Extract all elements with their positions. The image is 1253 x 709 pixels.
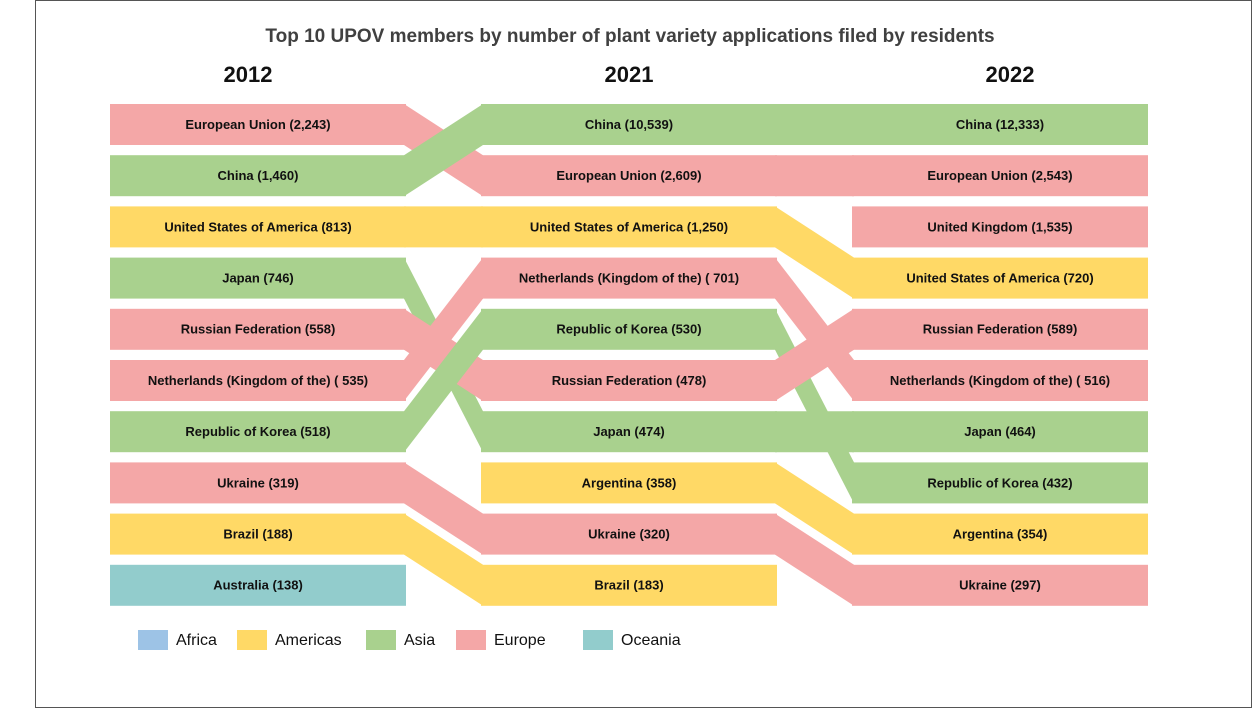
bar <box>852 360 1148 401</box>
legend-swatch <box>138 630 168 650</box>
legend-label: Europe <box>494 632 546 649</box>
bar <box>481 462 777 504</box>
bar-label: Republic of Korea (530) <box>556 322 701 337</box>
bar <box>481 308 777 350</box>
bar <box>110 513 406 555</box>
flow <box>404 462 483 555</box>
bar <box>110 104 406 145</box>
bar <box>481 411 777 453</box>
bar-label: Brazil (188) <box>223 527 292 542</box>
flow <box>404 308 483 401</box>
flow <box>775 308 854 401</box>
bar <box>481 513 777 555</box>
flow <box>404 206 483 248</box>
bar-label: Netherlands (Kingdom of the) ( 701) <box>519 271 739 286</box>
bar <box>852 206 1148 248</box>
flow <box>775 513 854 606</box>
bar-label: Republic of Korea (432) <box>927 475 1072 490</box>
bar-label: China (10,539) <box>585 117 673 132</box>
column-year: 2021 <box>605 62 654 87</box>
flow <box>775 155 854 197</box>
bar-label: Russian Federation (589) <box>923 322 1078 337</box>
bar <box>110 308 406 350</box>
flow <box>404 257 483 401</box>
bar-label: Netherlands (Kingdom of the) ( 535) <box>148 373 368 388</box>
legend-swatch <box>583 630 613 650</box>
bar-label: United Kingdom (1,535) <box>927 219 1072 234</box>
bar-label: Russian Federation (558) <box>181 322 336 337</box>
bar-label: Republic of Korea (518) <box>185 424 330 439</box>
bar <box>852 308 1148 350</box>
bar <box>852 411 1148 453</box>
bar-label: Argentina (354) <box>953 527 1048 542</box>
flow <box>775 462 854 555</box>
bar-label: United States of America (720) <box>906 271 1093 286</box>
bar <box>481 360 777 401</box>
flow <box>404 308 483 453</box>
bar <box>852 513 1148 555</box>
bar <box>852 564 1148 606</box>
bar <box>110 360 406 401</box>
bar <box>110 564 406 606</box>
bar-label: Japan (474) <box>593 424 665 439</box>
bar-label: Argentina (358) <box>582 475 677 490</box>
legend-swatch <box>237 630 267 650</box>
bar <box>481 104 777 145</box>
chart-title: Top 10 UPOV members by number of plant v… <box>265 26 994 47</box>
bar-label: Netherlands (Kingdom of the) ( 516) <box>890 373 1110 388</box>
column-year: 2012 <box>224 62 273 87</box>
bar <box>481 564 777 606</box>
flow <box>775 206 854 299</box>
bar-label: United States of America (1,250) <box>530 219 728 234</box>
legend-swatch <box>366 630 396 650</box>
flow <box>404 513 483 606</box>
bar <box>110 257 406 299</box>
bar <box>852 462 1148 504</box>
bar-label: Ukraine (319) <box>217 475 299 490</box>
legend-label: Asia <box>404 632 435 649</box>
bar <box>481 206 777 248</box>
bar-label: Ukraine (297) <box>959 578 1041 593</box>
bar <box>110 411 406 453</box>
bar-label: Japan (464) <box>964 424 1036 439</box>
bar-label: China (1,460) <box>218 168 299 183</box>
bar <box>110 206 406 248</box>
legend-label: Americas <box>275 632 342 649</box>
bar-label: Ukraine (320) <box>588 527 670 542</box>
flow <box>404 104 483 197</box>
flow <box>775 257 854 401</box>
bar-label: European Union (2,609) <box>556 168 701 183</box>
bar-label: Japan (746) <box>222 271 294 286</box>
bar-label: European Union (2,243) <box>185 117 330 132</box>
bar-label: Russian Federation (478) <box>552 373 707 388</box>
legend-swatch <box>456 630 486 650</box>
bar-label: Brazil (183) <box>594 578 663 593</box>
bar-label: China (12,333) <box>956 117 1044 132</box>
bar <box>481 257 777 299</box>
bar-label: Australia (138) <box>213 578 303 593</box>
legend-label: Africa <box>176 632 217 649</box>
bar <box>852 104 1148 145</box>
bar <box>481 155 777 197</box>
bar <box>110 462 406 504</box>
legend-label: Oceania <box>621 632 681 649</box>
column-year: 2022 <box>986 62 1035 87</box>
bar-label: United States of America (813) <box>164 219 351 234</box>
flow <box>775 411 854 453</box>
bar-label: European Union (2,543) <box>927 168 1072 183</box>
bar <box>852 155 1148 197</box>
flow <box>775 104 854 145</box>
bar <box>852 257 1148 299</box>
bar <box>110 155 406 197</box>
